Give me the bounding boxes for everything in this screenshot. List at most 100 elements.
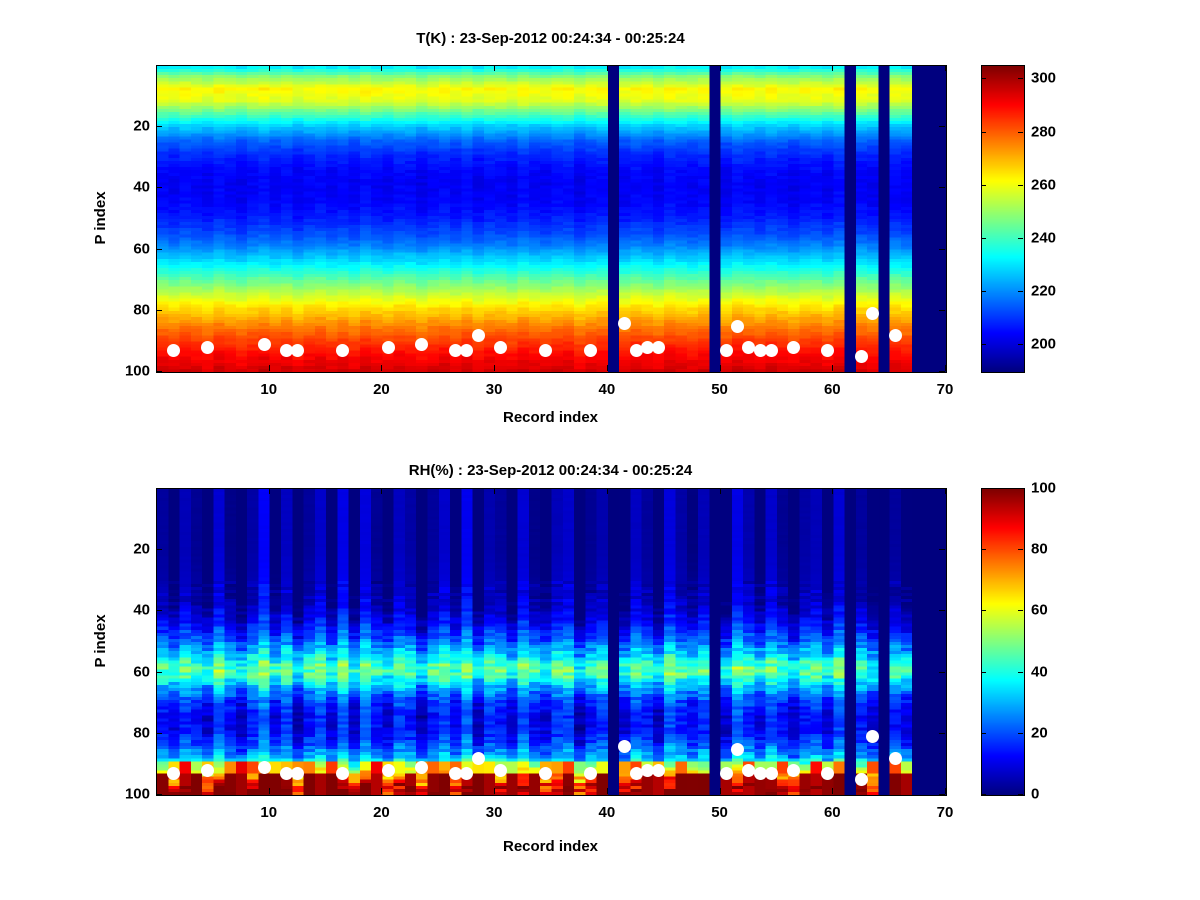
surface-observation-marker <box>730 742 744 756</box>
x-axis-tick-label: 60 <box>823 381 841 398</box>
surface-observation-marker <box>336 344 350 358</box>
y-axis-tick <box>156 671 162 673</box>
temperature-colorbar[interactable] <box>981 65 1025 373</box>
colorbar-tick-label: 200 <box>1031 335 1057 353</box>
surface-observation-marker <box>787 764 801 778</box>
y-axis-tick-label: 20 <box>133 117 150 135</box>
x-axis-tick <box>719 788 721 794</box>
x-axis-tick <box>719 488 721 494</box>
y-axis-tick <box>939 794 945 795</box>
surface-observation-marker <box>584 767 598 781</box>
temperature-y-axis-label: P index <box>92 191 109 245</box>
surface-observation-marker <box>201 764 215 778</box>
surface-observation-marker <box>471 328 485 342</box>
surface-observation-marker <box>629 767 643 781</box>
colorbar-tick <box>981 131 986 133</box>
temperature-heatmap-axes[interactable] <box>156 65 947 373</box>
surface-observation-marker <box>257 337 271 351</box>
surface-observation-marker <box>291 344 305 358</box>
surface-observation-marker <box>494 341 508 355</box>
x-axis-tick-label: 70 <box>936 804 954 821</box>
x-axis-tick <box>606 788 608 794</box>
x-axis-tick <box>832 365 834 371</box>
colorbar-tick <box>981 237 986 239</box>
colorbar-tick <box>1018 237 1023 239</box>
colorbar-tick-label: 60 <box>1031 601 1048 619</box>
surface-observation-marker <box>471 751 485 765</box>
x-axis-tick <box>832 65 834 71</box>
x-axis-tick-label: 20 <box>373 381 390 398</box>
colorbar-tick <box>1018 344 1023 346</box>
surface-observation-marker <box>888 328 902 342</box>
y-axis-tick-label: 80 <box>133 724 150 742</box>
y-axis-tick <box>939 371 945 372</box>
x-axis-tick-label: 10 <box>260 381 278 398</box>
colorbar-tick <box>1018 732 1023 734</box>
humidity-heatmap-axes[interactable] <box>156 488 947 796</box>
surface-observation-marker <box>460 767 474 781</box>
y-axis-tick-label: 20 <box>133 540 150 558</box>
x-axis-tick-label: 40 <box>598 804 616 821</box>
surface-observation-marker <box>640 341 654 355</box>
y-axis-tick <box>939 309 945 311</box>
x-axis-tick <box>606 365 608 371</box>
surface-observation-marker <box>280 767 294 781</box>
surface-observation-marker <box>742 341 756 355</box>
x-axis-tick-label: 30 <box>485 381 503 398</box>
colorbar-tick-label: 100 <box>1031 479 1057 497</box>
x-axis-tick <box>381 788 383 794</box>
surface-observation-marker <box>764 767 778 781</box>
surface-observation-marker <box>854 773 868 787</box>
y-axis-tick <box>156 794 162 795</box>
colorbar-tick <box>981 671 986 673</box>
colorbar-tick-label: 240 <box>1031 229 1057 247</box>
y-axis-tick <box>939 126 945 128</box>
x-axis-tick <box>832 788 834 794</box>
x-axis-tick <box>832 488 834 494</box>
x-axis-tick <box>606 488 608 494</box>
y-axis-tick <box>156 248 162 250</box>
surface-observation-marker <box>460 344 474 358</box>
surface-observation-marker <box>719 344 733 358</box>
colorbar-tick-label: 40 <box>1031 663 1048 681</box>
x-axis-tick <box>268 365 270 371</box>
x-axis-tick-label: 40 <box>598 381 616 398</box>
colorbar-tick-label: 0 <box>1031 785 1040 803</box>
x-axis-tick <box>494 488 496 494</box>
x-axis-tick-label: 60 <box>823 804 841 821</box>
surface-observation-marker <box>336 767 350 781</box>
colorbar-tick-label: 220 <box>1031 282 1057 300</box>
y-axis-tick-label: 40 <box>133 601 150 619</box>
y-axis-tick <box>939 671 945 673</box>
humidity-colorbar[interactable] <box>981 488 1025 796</box>
x-axis-tick-label: 70 <box>936 381 954 398</box>
x-axis-tick <box>268 788 270 794</box>
surface-observation-marker <box>787 341 801 355</box>
surface-observation-marker <box>730 319 744 333</box>
surface-observation-marker <box>854 350 868 364</box>
surface-observation-marker <box>167 767 181 781</box>
surface-observation-marker <box>539 767 553 781</box>
y-axis-tick <box>156 309 162 311</box>
humidity-colorbar-gradient <box>982 489 1024 795</box>
x-axis-tick <box>719 65 721 71</box>
colorbar-tick <box>981 344 986 346</box>
colorbar-tick <box>1018 488 1023 489</box>
temperature-colorbar-gradient <box>982 66 1024 372</box>
x-axis-tick-label: 10 <box>260 804 278 821</box>
temperature-x-axis-label: Record index <box>502 409 599 426</box>
surface-observation-marker <box>201 341 215 355</box>
y-axis-tick <box>939 732 945 734</box>
x-axis-tick <box>945 788 946 794</box>
surface-observation-marker <box>753 344 767 358</box>
surface-observation-marker <box>415 337 429 351</box>
y-axis-tick-label: 60 <box>133 240 150 258</box>
surface-observation-marker <box>381 764 395 778</box>
surface-observation-marker <box>753 767 767 781</box>
x-axis-tick <box>381 365 383 371</box>
y-axis-tick <box>939 610 945 612</box>
surface-observation-marker <box>629 344 643 358</box>
colorbar-tick <box>981 549 986 551</box>
colorbar-tick <box>981 610 986 612</box>
